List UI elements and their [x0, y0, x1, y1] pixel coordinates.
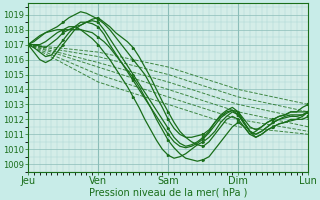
X-axis label: Pression niveau de la mer( hPa ): Pression niveau de la mer( hPa ): [89, 187, 247, 197]
